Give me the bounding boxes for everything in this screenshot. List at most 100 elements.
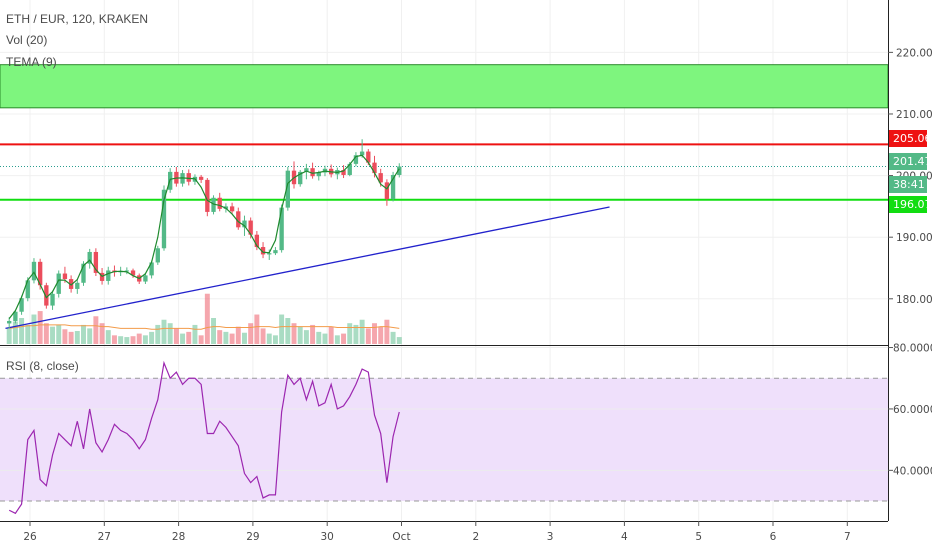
candle-body: [341, 170, 346, 175]
volume-bar: [316, 331, 322, 344]
volume-bar: [62, 329, 68, 344]
rsi-axis-label: 80.0000: [893, 343, 932, 355]
candle-body: [56, 273, 61, 294]
volume-bar: [353, 324, 359, 344]
candle-body: [205, 179, 210, 212]
symbol-title[interactable]: ETH / EUR, 120, KRAKEN: [6, 12, 149, 26]
volume-bar: [124, 337, 130, 344]
volume-bar: [254, 314, 260, 344]
candle-body: [304, 168, 309, 172]
price-axis-label: 180.00: [896, 294, 932, 306]
tema-indicator-label[interactable]: TEMA (9): [6, 55, 57, 69]
price-axis-label: 220.00: [896, 47, 932, 59]
last-price-badge: 201.47: [889, 153, 932, 170]
candle-body: [130, 270, 136, 276]
volume-bar: [118, 336, 124, 344]
candle-body: [236, 211, 241, 228]
volume-bar: [396, 337, 402, 344]
volume-bar: [365, 328, 371, 344]
time-axis-label: 3: [547, 531, 554, 543]
bar-countdown-badge: 38:41: [889, 176, 927, 193]
volume-bar: [328, 326, 334, 344]
volume-bar: [198, 335, 204, 344]
volume-bar: [384, 319, 390, 344]
rsi-indicator-label[interactable]: RSI (8, close): [6, 359, 79, 373]
volume-bar: [12, 321, 18, 344]
volume-bar: [50, 326, 56, 344]
trendline: [5, 206, 610, 330]
volume-bar: [81, 324, 86, 344]
rsi-axis-label: 60.0000: [893, 404, 932, 416]
tema-line: [8, 154, 400, 320]
volume-bar: [359, 319, 365, 344]
volume-bar: [322, 333, 328, 344]
volume-bar: [56, 324, 62, 344]
volume-indicator-label[interactable]: Vol (20): [6, 33, 48, 47]
resistance-price-badge: 205.06: [889, 130, 932, 147]
volume-bar: [192, 324, 198, 344]
support-price-badge: 196.07: [889, 196, 932, 213]
candle-body: [44, 285, 49, 306]
volume-bar: [248, 323, 254, 344]
time-axis-label: 28: [172, 531, 185, 543]
candle-body: [25, 280, 30, 299]
volume-bar: [347, 323, 353, 344]
candle-body: [37, 261, 43, 286]
candle-body: [50, 293, 55, 306]
volume-bar: [142, 335, 148, 344]
volume-bar: [235, 326, 241, 344]
candle-body: [81, 263, 86, 283]
volume-bar: [93, 316, 99, 344]
volume-bar: [390, 331, 396, 344]
candle-body: [359, 151, 365, 156]
rsi-axis-label: 40.0000: [893, 465, 932, 477]
candle-body: [254, 234, 260, 248]
time-axis-label: 6: [770, 531, 777, 543]
volume-bar: [378, 326, 384, 344]
volume-bar: [334, 335, 340, 344]
candle-body: [93, 251, 99, 273]
volume-bar: [217, 330, 223, 344]
volume-bar: [31, 314, 37, 344]
candle-body: [353, 155, 359, 164]
candle-body: [186, 173, 191, 182]
volume-bar: [68, 331, 74, 344]
resistance-zone: [0, 64, 889, 109]
volume-bar: [279, 314, 285, 344]
candle-body: [229, 206, 235, 212]
candle-body: [298, 171, 303, 185]
candle-body: [285, 170, 290, 208]
candle-body: [384, 182, 390, 199]
volume-bar: [372, 323, 377, 344]
time-axis-label: 4: [621, 531, 628, 543]
candle-body: [198, 176, 204, 180]
volume-bar: [260, 328, 266, 344]
candle-body: [279, 207, 284, 251]
candle-body: [143, 275, 148, 282]
volume-bar: [242, 332, 247, 344]
candle-body: [242, 220, 247, 228]
candle-body: [316, 172, 321, 177]
candle-body: [106, 270, 111, 281]
time-axis-label: 26: [23, 531, 37, 543]
price-axis-label: 210.00: [896, 109, 932, 121]
candle-body: [161, 189, 167, 249]
volume-bar: [180, 333, 186, 344]
volume-bar: [155, 324, 161, 344]
volume-bar: [291, 323, 297, 344]
candle-body: [124, 270, 130, 272]
rsi-line: [8, 360, 400, 515]
volume-bar: [130, 336, 136, 344]
volume-bar: [161, 319, 167, 344]
rsi-band: [0, 378, 888, 502]
volume-bar: [136, 333, 142, 344]
volume-bar: [303, 330, 309, 344]
volume-ma-line: [9, 324, 400, 330]
candle-body: [378, 173, 383, 183]
time-axis-label: Oct: [392, 531, 410, 543]
candle-body: [62, 273, 68, 280]
volume-bar: [297, 326, 303, 344]
candle-body: [372, 162, 377, 174]
